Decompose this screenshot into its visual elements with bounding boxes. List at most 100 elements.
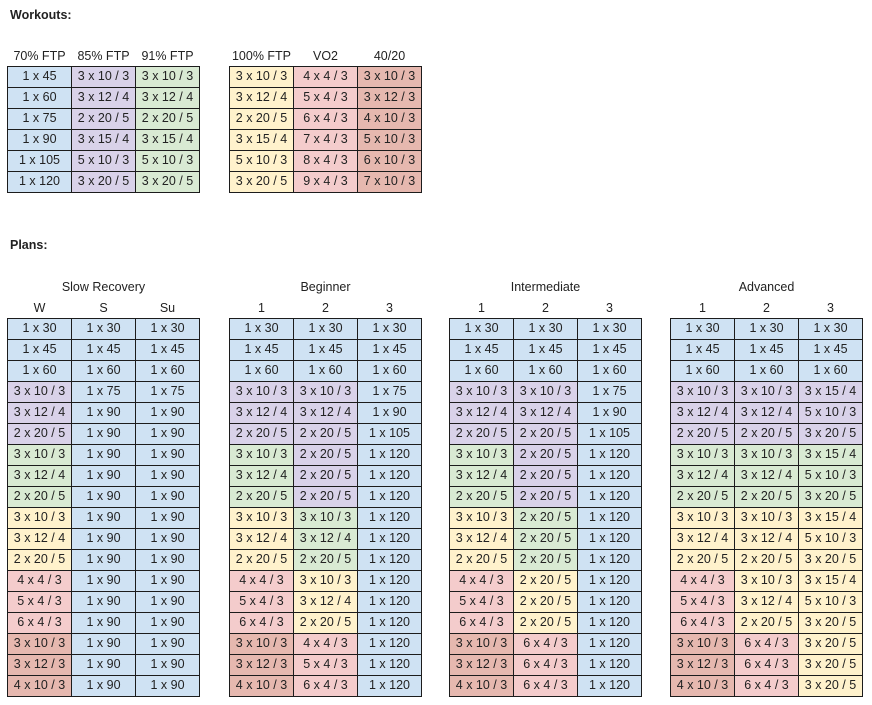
plan-slow-recovery-cell: 1 x 90 <box>71 570 136 592</box>
plan-slow-recovery-cell: 1 x 90 <box>71 465 136 487</box>
plan-slow-recovery-cell: 3 x 10 / 3 <box>7 444 72 466</box>
plan-slow-recovery-cell: 6 x 4 / 3 <box>7 612 72 634</box>
plan-advanced-cell: 1 x 60 <box>734 360 799 382</box>
workout-table-1-cell: 2 x 20 / 5 <box>71 108 136 130</box>
plan-beginner-cell: 1 x 120 <box>357 465 422 487</box>
plan-advanced-cell: 2 x 20 / 5 <box>734 612 799 634</box>
plan-beginner-cell: 1 x 45 <box>357 339 422 361</box>
plan-intermediate-cell: 1 x 75 <box>577 381 642 403</box>
plan-slow-recovery-cell: 2 x 20 / 5 <box>7 423 72 445</box>
plan-advanced-cell: 3 x 20 / 5 <box>798 612 863 634</box>
plan-beginner-cell: 1 x 60 <box>293 360 358 382</box>
plan-intermediate-cell: 3 x 12 / 4 <box>449 402 514 424</box>
plan-beginner-cell: 1 x 120 <box>357 612 422 634</box>
plan-advanced-cell: 3 x 15 / 4 <box>798 570 863 592</box>
plan-slow-recovery-cell: 1 x 45 <box>71 339 136 361</box>
plan-slow-recovery-cell: 1 x 30 <box>7 318 72 340</box>
workout-table-2-cell: 4 x 10 / 3 <box>357 108 422 130</box>
plan-slow-recovery-cell: 1 x 90 <box>135 444 200 466</box>
plan-intermediate-cell: 2 x 20 / 5 <box>513 507 578 529</box>
plan-beginner-cell: 2 x 20 / 5 <box>293 444 358 466</box>
plan-advanced-cell: 1 x 60 <box>798 360 863 382</box>
plan-slow-recovery-cell: 3 x 12 / 4 <box>7 465 72 487</box>
plan-intermediate-cell: 4 x 10 / 3 <box>449 675 514 697</box>
plan-intermediate-cell: 1 x 90 <box>577 402 642 424</box>
plan-intermediate-cell: 1 x 60 <box>513 360 578 382</box>
plan-intermediate-cell: 1 x 120 <box>577 486 642 508</box>
plan-slow-recovery-cell: 2 x 20 / 5 <box>7 549 72 571</box>
workout-table-1-cell: 3 x 20 / 5 <box>135 171 200 193</box>
plan-advanced-cell: 3 x 20 / 5 <box>798 654 863 676</box>
plan-intermediate-cell: 1 x 120 <box>577 549 642 571</box>
plan-advanced-cell: 3 x 10 / 3 <box>734 444 799 466</box>
plan-intermediate-cell: 2 x 20 / 5 <box>513 465 578 487</box>
plan-advanced-cell: 2 x 20 / 5 <box>670 486 735 508</box>
plan-beginner-cell: 2 x 20 / 5 <box>293 465 358 487</box>
plan-intermediate-cell: 3 x 10 / 3 <box>449 507 514 529</box>
workout-table-2-column-header: 40/20 <box>373 49 406 63</box>
plan-advanced-cell: 1 x 30 <box>734 318 799 340</box>
plan-advanced-cell: 2 x 20 / 5 <box>734 549 799 571</box>
plan-advanced-cell: 5 x 4 / 3 <box>670 591 735 613</box>
plan-slow-recovery-cell: 1 x 30 <box>71 318 136 340</box>
plan-advanced-cell: 5 x 10 / 3 <box>798 465 863 487</box>
plan-beginner-cell: 4 x 4 / 3 <box>293 633 358 655</box>
plan-beginner-cell: 3 x 10 / 3 <box>229 381 294 403</box>
plan-advanced-cell: 6 x 4 / 3 <box>734 633 799 655</box>
plan-intermediate-cell: 1 x 120 <box>577 612 642 634</box>
plan-beginner-cell: 4 x 4 / 3 <box>229 570 294 592</box>
plan-beginner-cell: 2 x 20 / 5 <box>293 549 358 571</box>
plan-intermediate-cell: 1 x 30 <box>513 318 578 340</box>
plan-slow-recovery-cell: 1 x 90 <box>135 528 200 550</box>
workout-table-2-column-header: VO2 <box>312 49 338 63</box>
plan-beginner-cell: 1 x 45 <box>229 339 294 361</box>
workout-table-2-cell: 3 x 10 / 3 <box>229 66 294 88</box>
plan-intermediate-cell: 2 x 20 / 5 <box>449 549 514 571</box>
workout-table-1-cell: 3 x 20 / 5 <box>71 171 136 193</box>
plan-beginner-cell: 3 x 10 / 3 <box>229 633 294 655</box>
plan-beginner-cell: 3 x 12 / 4 <box>293 402 358 424</box>
plan-slow-recovery-cell: 1 x 90 <box>135 549 200 571</box>
plan-intermediate-cell: 4 x 4 / 3 <box>449 570 514 592</box>
workout-table-1-column-header: 91% FTP <box>141 49 194 63</box>
workout-table-1-cell: 1 x 45 <box>7 66 72 88</box>
plan-beginner-cell: 1 x 30 <box>357 318 422 340</box>
plan-beginner-cell: 1 x 45 <box>293 339 358 361</box>
plan-advanced-cell: 3 x 12 / 4 <box>670 465 735 487</box>
plan-intermediate-cell: 1 x 120 <box>577 444 642 466</box>
plan-beginner-cell: 5 x 4 / 3 <box>229 591 294 613</box>
workout-table-2-column-header: 100% FTP <box>231 49 292 63</box>
plan-slow-recovery-cell: 3 x 10 / 3 <box>7 381 72 403</box>
plan-slow-recovery-cell: 1 x 90 <box>135 591 200 613</box>
plan-advanced-cell: 3 x 10 / 3 <box>670 381 735 403</box>
plan-beginner-cell: 3 x 12 / 4 <box>229 465 294 487</box>
plan-beginner-cell: 1 x 105 <box>357 423 422 445</box>
plan-intermediate-cell: 1 x 120 <box>577 570 642 592</box>
plan-beginner-cell: 6 x 4 / 3 <box>293 675 358 697</box>
plan-slow-recovery-cell: 1 x 90 <box>135 654 200 676</box>
plan-beginner-cell: 1 x 120 <box>357 507 422 529</box>
plan-slow-recovery-cell: 1 x 90 <box>71 402 136 424</box>
plan-beginner-cell: 3 x 10 / 3 <box>229 507 294 529</box>
plan-advanced-cell: 3 x 12 / 3 <box>670 654 735 676</box>
workouts-heading: Workouts: <box>10 8 72 22</box>
plan-beginner-cell: 1 x 120 <box>357 549 422 571</box>
plan-intermediate-column-header: 3 <box>606 301 613 315</box>
workout-table-2-cell: 7 x 10 / 3 <box>357 171 422 193</box>
plan-intermediate-cell: 1 x 120 <box>577 675 642 697</box>
workout-table-2-cell: 3 x 12 / 4 <box>229 87 294 109</box>
plan-slow-recovery-cell: 1 x 90 <box>71 591 136 613</box>
plan-beginner-cell: 1 x 30 <box>293 318 358 340</box>
workout-table-1-cell: 1 x 60 <box>7 87 72 109</box>
workout-table-1-cell: 3 x 10 / 3 <box>71 66 136 88</box>
plan-advanced-column-header: 2 <box>763 301 770 315</box>
plan-advanced-cell: 3 x 20 / 5 <box>798 423 863 445</box>
plan-slow-recovery-cell: 1 x 90 <box>71 486 136 508</box>
plan-slow-recovery-cell: 1 x 90 <box>71 549 136 571</box>
plan-intermediate-cell: 3 x 12 / 4 <box>513 402 578 424</box>
plan-intermediate-cell: 6 x 4 / 3 <box>513 654 578 676</box>
workout-table-2-cell: 3 x 15 / 4 <box>229 129 294 151</box>
plan-intermediate-cell: 3 x 12 / 4 <box>449 528 514 550</box>
plan-beginner-cell: 1 x 60 <box>229 360 294 382</box>
workout-table-2-cell: 5 x 4 / 3 <box>293 87 358 109</box>
